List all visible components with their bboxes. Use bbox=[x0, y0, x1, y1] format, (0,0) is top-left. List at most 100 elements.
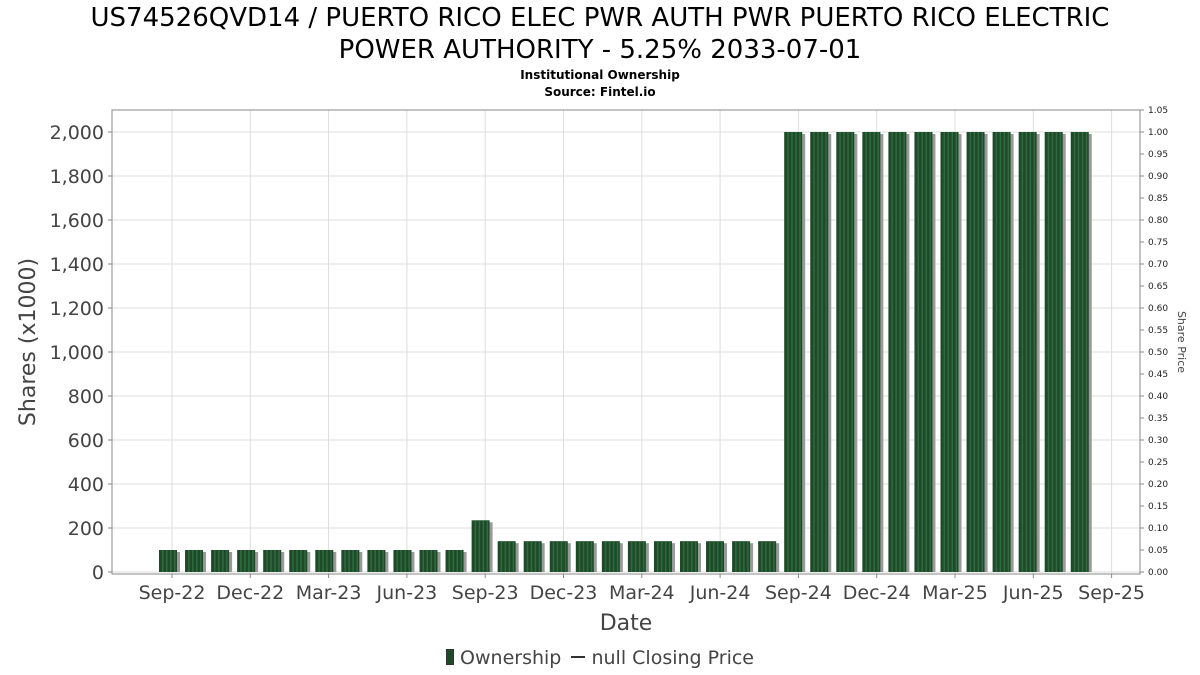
ownership-bar bbox=[940, 132, 962, 572]
x-axis-label: Date bbox=[600, 611, 653, 636]
ownership-bar bbox=[185, 550, 207, 572]
ownership-bar bbox=[888, 132, 910, 572]
price-legend-label: null Closing Price bbox=[591, 647, 754, 669]
ownership-legend-label: Ownership bbox=[460, 647, 562, 669]
ownership-bar bbox=[471, 520, 493, 572]
x-tick-label: Sep-24 bbox=[765, 582, 832, 604]
y-axis-label: Shares (x1000) bbox=[16, 258, 41, 426]
ownership-bar bbox=[758, 541, 780, 572]
y-tick-label: 800 bbox=[68, 386, 104, 408]
x-tick-label: Mar-23 bbox=[296, 582, 362, 604]
ownership-bar bbox=[653, 541, 675, 572]
plot-frame bbox=[111, 109, 1141, 575]
y2-tick-label: 0.25 bbox=[1148, 458, 1168, 468]
ownership-bar bbox=[497, 541, 519, 572]
y2-tick-label: 0.00 bbox=[1148, 568, 1168, 578]
ownership-chart: 0 200 400 600 800 1,000 1,200 1,400 1,600 1,800 2,… bbox=[16, 106, 1188, 636]
y2-tick-label: 0.15 bbox=[1148, 502, 1168, 512]
y2-tick-label: 1.00 bbox=[1148, 128, 1168, 138]
y-tick-label: 1,600 bbox=[50, 210, 104, 232]
ownership-bar bbox=[601, 541, 623, 572]
y2-tick-label: 0.70 bbox=[1148, 260, 1168, 270]
ownership-bar bbox=[680, 541, 701, 572]
ownership-bar bbox=[263, 550, 285, 572]
y-tick-label: 400 bbox=[68, 474, 104, 496]
y-tick-label: 200 bbox=[68, 518, 104, 540]
y-axis-ticks: 0 200 400 600 800 1,000 1,200 1,400 1,600 1,800 2,… bbox=[50, 122, 112, 584]
ownership-bar bbox=[419, 550, 441, 572]
ownership-bar bbox=[784, 132, 806, 572]
x-tick-label: Dec-23 bbox=[530, 582, 598, 604]
chart-source: Source: Fintel.io bbox=[544, 85, 656, 99]
y-tick-label: 1,800 bbox=[50, 166, 104, 188]
ownership-bar bbox=[992, 132, 1014, 572]
y-tick-label: 2,000 bbox=[50, 122, 104, 144]
x-tick-label: Jun-25 bbox=[1002, 582, 1064, 604]
y2-tick-label: 0.90 bbox=[1148, 172, 1168, 182]
x-tick-label: Dec-24 bbox=[843, 582, 911, 604]
y2-tick-label: 0.20 bbox=[1148, 480, 1168, 490]
x-tick-label: Mar-25 bbox=[922, 582, 988, 604]
y-tick-label: 0 bbox=[92, 562, 104, 584]
y2-axis-label: Share Price bbox=[1175, 311, 1188, 373]
chart-title-line-1: US74526QVD14 / PUERTO RICO ELEC PWR AUTH… bbox=[90, 3, 1110, 33]
x-tick-label: Mar-24 bbox=[609, 582, 675, 604]
y2-tick-label: 0.55 bbox=[1148, 326, 1168, 336]
y2-tick-label: 0.65 bbox=[1148, 282, 1168, 292]
ownership-bar bbox=[367, 550, 389, 572]
y-tick-label: 1,400 bbox=[50, 254, 104, 276]
ownership-bar bbox=[732, 541, 754, 572]
y2-tick-label: 0.85 bbox=[1148, 194, 1168, 204]
y2-tick-label: 1.05 bbox=[1148, 106, 1168, 116]
ownership-bar bbox=[393, 550, 415, 572]
y2-tick-label: 0.35 bbox=[1148, 414, 1168, 424]
ownership-bar bbox=[445, 550, 467, 572]
x-tick-label: Sep-22 bbox=[139, 582, 206, 604]
y-tick-label: 1,200 bbox=[50, 298, 104, 320]
ownership-bar bbox=[1070, 132, 1092, 572]
ownership-bar bbox=[523, 541, 545, 572]
ownership-bar bbox=[575, 541, 597, 572]
chart-title: US74526QVD14 / PUERTO RICO ELEC PWR AUTH… bbox=[0, 2, 1200, 66]
y2-tick-label: 0.60 bbox=[1148, 304, 1168, 314]
x-tick-label: Jun-24 bbox=[689, 582, 751, 604]
x-tick-label: Dec-22 bbox=[216, 582, 284, 604]
ownership-bar bbox=[836, 132, 858, 572]
y2-tick-label: 0.75 bbox=[1148, 238, 1168, 248]
x-tick-label: Sep-23 bbox=[452, 582, 519, 604]
y2-tick-label: 0.10 bbox=[1148, 524, 1168, 534]
y2-tick-label: 0.30 bbox=[1148, 436, 1168, 446]
y2-axis-ticks: 0.00 0.05 0.10 0.15 0.20 0.25 0.30 0.35 0.40 0.45… bbox=[1140, 106, 1168, 578]
ownership-bar bbox=[706, 541, 728, 572]
chart-subtitle: Institutional Ownership bbox=[520, 68, 680, 82]
ownership-bar bbox=[237, 550, 259, 572]
ownership-bar bbox=[315, 550, 337, 572]
y2-tick-label: 0.80 bbox=[1148, 216, 1168, 226]
y2-tick-label: 0.05 bbox=[1148, 546, 1168, 556]
chart-legend: Ownership null Closing Price bbox=[0, 647, 1200, 669]
x-tick-label: Jun-23 bbox=[376, 582, 438, 604]
price-legend-line bbox=[571, 656, 586, 658]
y2-tick-label: 0.45 bbox=[1148, 370, 1168, 380]
y-tick-label: 1,000 bbox=[50, 342, 104, 364]
ownership-bar bbox=[1044, 132, 1066, 572]
ownership-bar bbox=[862, 132, 884, 572]
ownership-bar bbox=[966, 132, 988, 572]
y2-tick-label: 0.95 bbox=[1148, 150, 1168, 160]
chart-title-line-2: POWER AUTHORITY - 5.25% 2033-07-01 bbox=[338, 35, 862, 65]
bars-layer bbox=[159, 132, 1092, 572]
ownership-bar bbox=[627, 541, 649, 572]
ownership-bar bbox=[211, 550, 233, 572]
ownership-bar bbox=[159, 550, 180, 572]
ownership-bar bbox=[1018, 132, 1040, 572]
x-axis-ticks: Sep-22 Dec-22 Mar-23 Jun-23 Sep-23 Dec-23 Mar-… bbox=[139, 574, 1145, 604]
ownership-legend-swatch bbox=[446, 649, 454, 665]
ownership-bar bbox=[549, 541, 571, 572]
y2-tick-label: 0.40 bbox=[1148, 392, 1168, 402]
ownership-bar bbox=[914, 132, 936, 572]
ownership-bar bbox=[289, 550, 311, 572]
y2-tick-label: 0.50 bbox=[1148, 348, 1168, 358]
y-tick-label: 600 bbox=[68, 430, 104, 452]
ownership-bar bbox=[810, 132, 832, 572]
ownership-bar bbox=[341, 550, 363, 572]
